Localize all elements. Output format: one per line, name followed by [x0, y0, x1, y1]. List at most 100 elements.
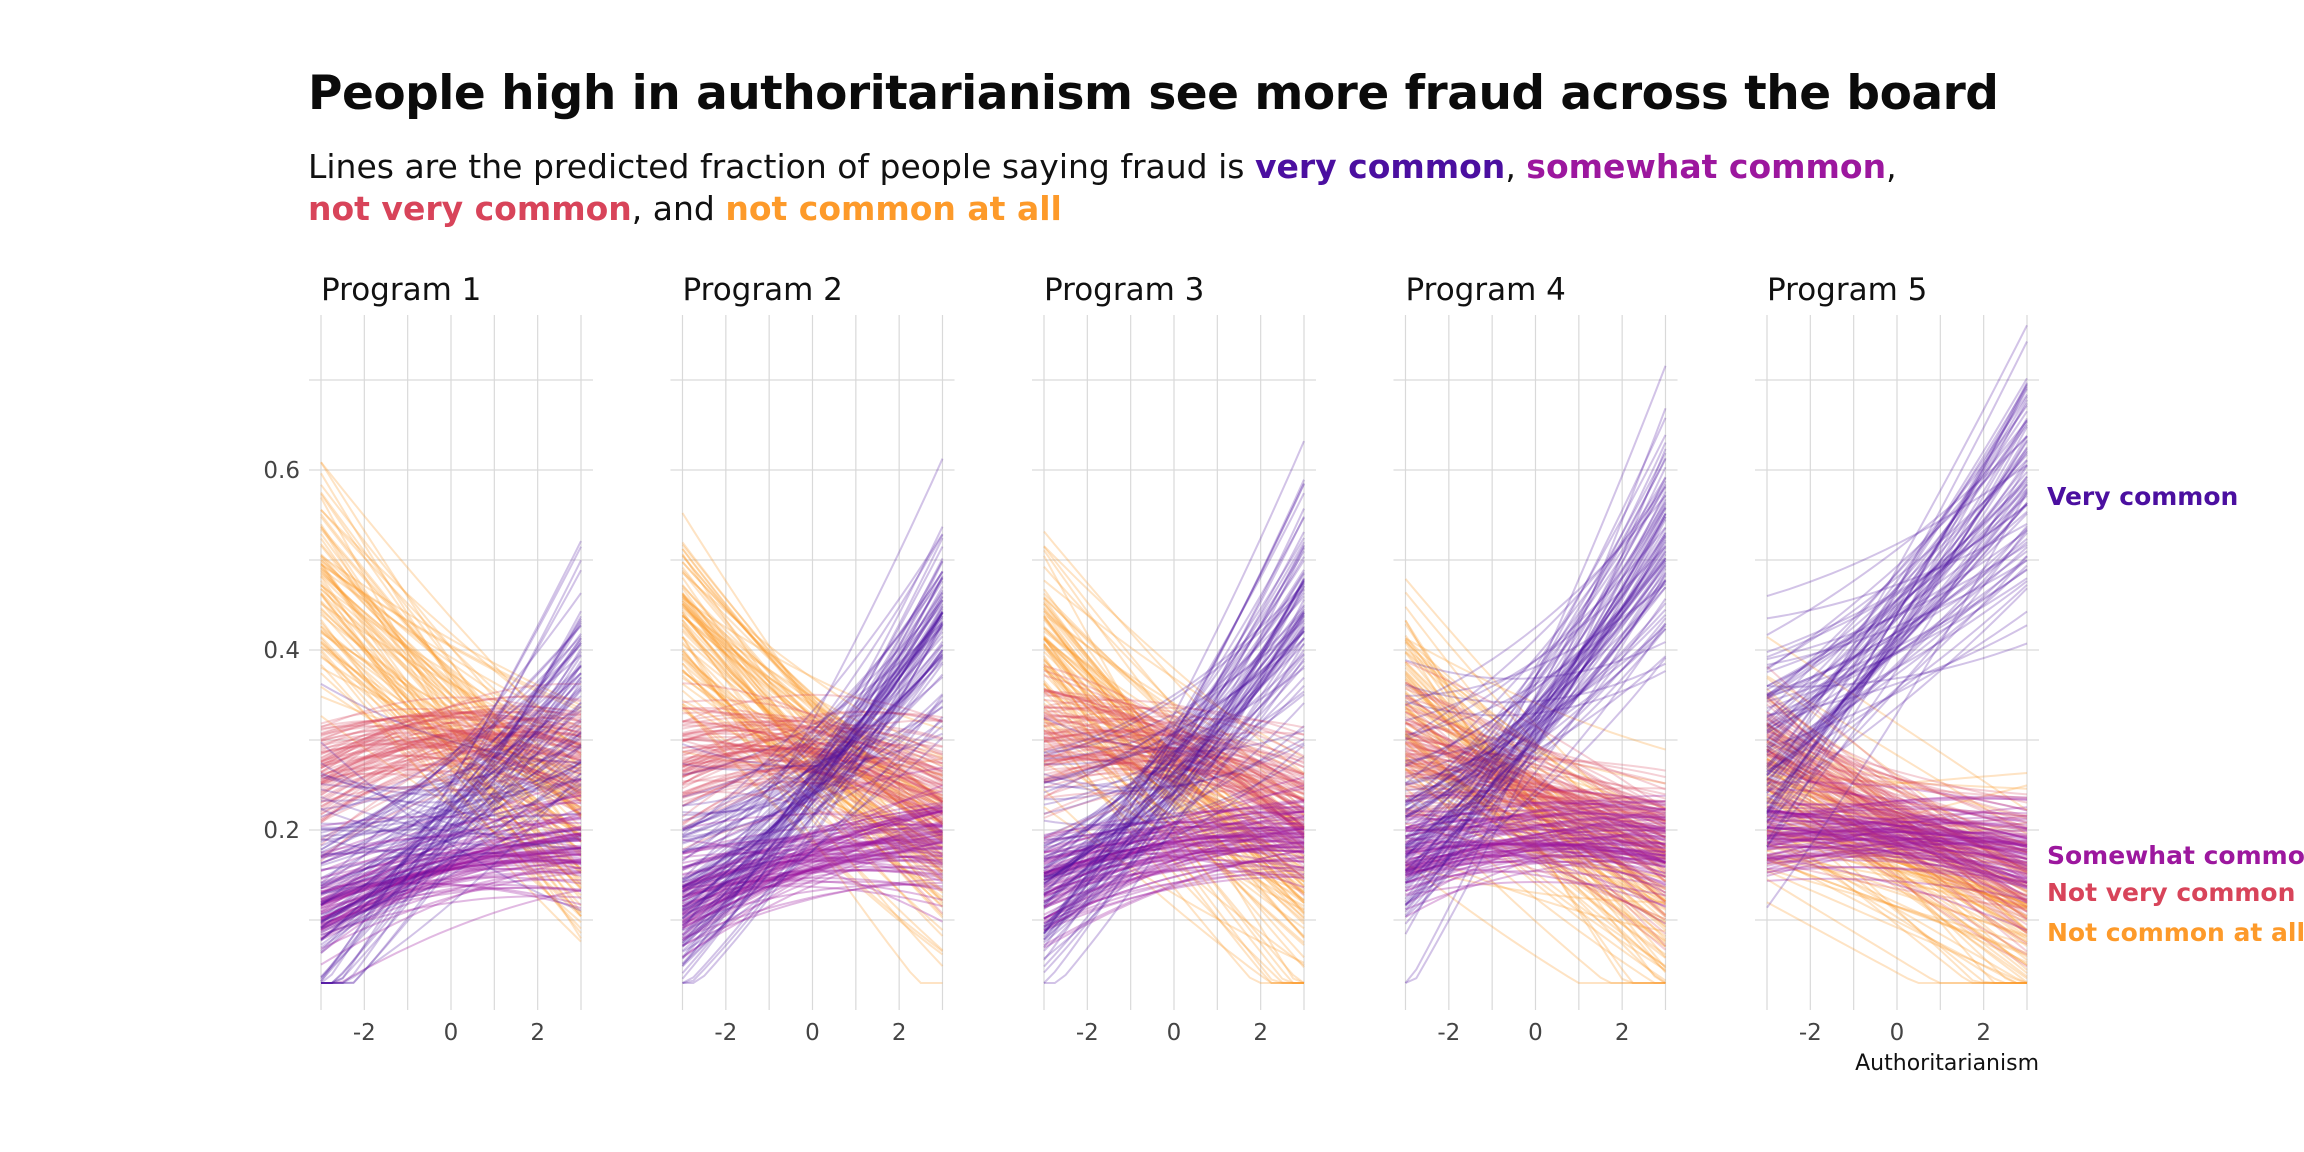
draw-line: [681, 603, 944, 855]
draw-line: [1405, 799, 1666, 856]
draw-line: [1405, 730, 1667, 853]
draw-line: [320, 724, 582, 762]
draw-line: [1404, 477, 1667, 785]
draw-line: [320, 748, 582, 801]
draw-line: [681, 561, 944, 802]
draw-line: [1043, 756, 1305, 818]
draw-line: [1766, 844, 2028, 897]
draw-line: [682, 745, 943, 790]
draw-line: [320, 766, 582, 832]
draw-line: [1766, 779, 2028, 978]
draw-line: [1767, 815, 2028, 853]
draw-line: [1766, 757, 2028, 884]
draw-line: [682, 754, 944, 836]
draw-line: [1043, 866, 1305, 927]
draw-line: [1043, 811, 1304, 866]
draw-line: [682, 663, 944, 912]
draw-line: [1043, 585, 1305, 934]
draw-line: [1404, 742, 1666, 902]
draw-line: [1043, 583, 1305, 754]
draw-line: [320, 622, 582, 888]
draw-line: [1766, 772, 2028, 871]
draw-line: [1766, 695, 2028, 935]
draw-line: [1043, 645, 1305, 873]
draw-line: [1043, 664, 1305, 867]
draw-line: [1766, 424, 2028, 723]
draw-line: [1043, 657, 1305, 984]
draw-line: [681, 554, 944, 825]
draw-line: [682, 716, 944, 932]
draw-line: [1405, 829, 1666, 871]
draw-line: [1405, 761, 1666, 825]
series-not-very-common: [681, 682, 944, 915]
draw-line: [1766, 564, 2028, 757]
draw-line: [682, 748, 943, 794]
draw-line: [1405, 788, 1666, 806]
draw-line: [320, 743, 582, 822]
draw-line: [320, 509, 582, 740]
draw-line: [682, 737, 943, 773]
draw-line: [320, 848, 582, 907]
draw-line: [682, 760, 943, 807]
draw-line: [1404, 553, 1667, 820]
draw-line: [1043, 810, 1305, 896]
draw-line: [1043, 566, 1305, 826]
draw-line: [320, 756, 582, 808]
draw-line: [1766, 410, 2028, 752]
draw-line: [682, 719, 944, 814]
draw-line: [682, 824, 943, 890]
draw-line: [320, 751, 582, 820]
draw-line: [1405, 799, 1666, 830]
draw-line: [681, 605, 944, 919]
draw-line: [1404, 527, 1667, 841]
draw-line: [682, 757, 944, 821]
draw-line: [1766, 504, 2028, 654]
draw-line: [1405, 681, 1667, 856]
draw-line: [1043, 759, 1305, 786]
draw-line: [320, 710, 582, 764]
draw-line: [1766, 732, 2028, 854]
draw-line: [320, 569, 582, 802]
draw-line: [320, 641, 582, 874]
draw-line: [1405, 702, 1666, 785]
draw-line: [1405, 757, 1666, 846]
draw-line: [1043, 516, 1305, 940]
draw-line: [320, 736, 582, 769]
draw-line: [1043, 869, 1305, 932]
draw-line: [320, 628, 582, 790]
draw-line: [1043, 693, 1305, 801]
draw-line: [1404, 651, 1667, 860]
draw-line: [320, 881, 582, 910]
draw-line: [320, 851, 582, 872]
draw-line: [1766, 877, 2028, 901]
draw-line: [320, 625, 582, 859]
draw-line: [1766, 811, 2028, 905]
draw-line: [1766, 555, 2028, 754]
draw-line: [681, 656, 944, 924]
draw-line: [320, 839, 581, 894]
draw-line: [1766, 795, 2028, 824]
draw-line: [1043, 685, 1305, 861]
legend-label-not-very-common: Not very common: [2047, 878, 2295, 907]
series-somewhat-common: [1043, 776, 1305, 949]
draw-line: [1766, 793, 2028, 898]
draw-line: [1404, 639, 1667, 902]
draw-line: [1404, 756, 1666, 891]
draw-line: [1766, 820, 2028, 848]
draw-line: [1405, 637, 1666, 751]
draw-line: [1043, 728, 1305, 801]
draw-line: [682, 732, 943, 768]
draw-line: [681, 546, 944, 944]
draw-line: [1043, 710, 1305, 861]
x-tick-label: 2: [530, 1020, 545, 1046]
draw-line: [1766, 419, 2028, 753]
draw-line: [682, 822, 943, 855]
draw-line: [1043, 848, 1305, 870]
draw-line: [1043, 747, 1305, 778]
draw-line: [1043, 673, 1305, 910]
draw-line: [1043, 841, 1305, 920]
draw-line: [682, 765, 943, 823]
draw-line: [1766, 421, 2028, 824]
subtitle-separator: , and: [631, 189, 726, 228]
draw-line: [682, 746, 943, 782]
